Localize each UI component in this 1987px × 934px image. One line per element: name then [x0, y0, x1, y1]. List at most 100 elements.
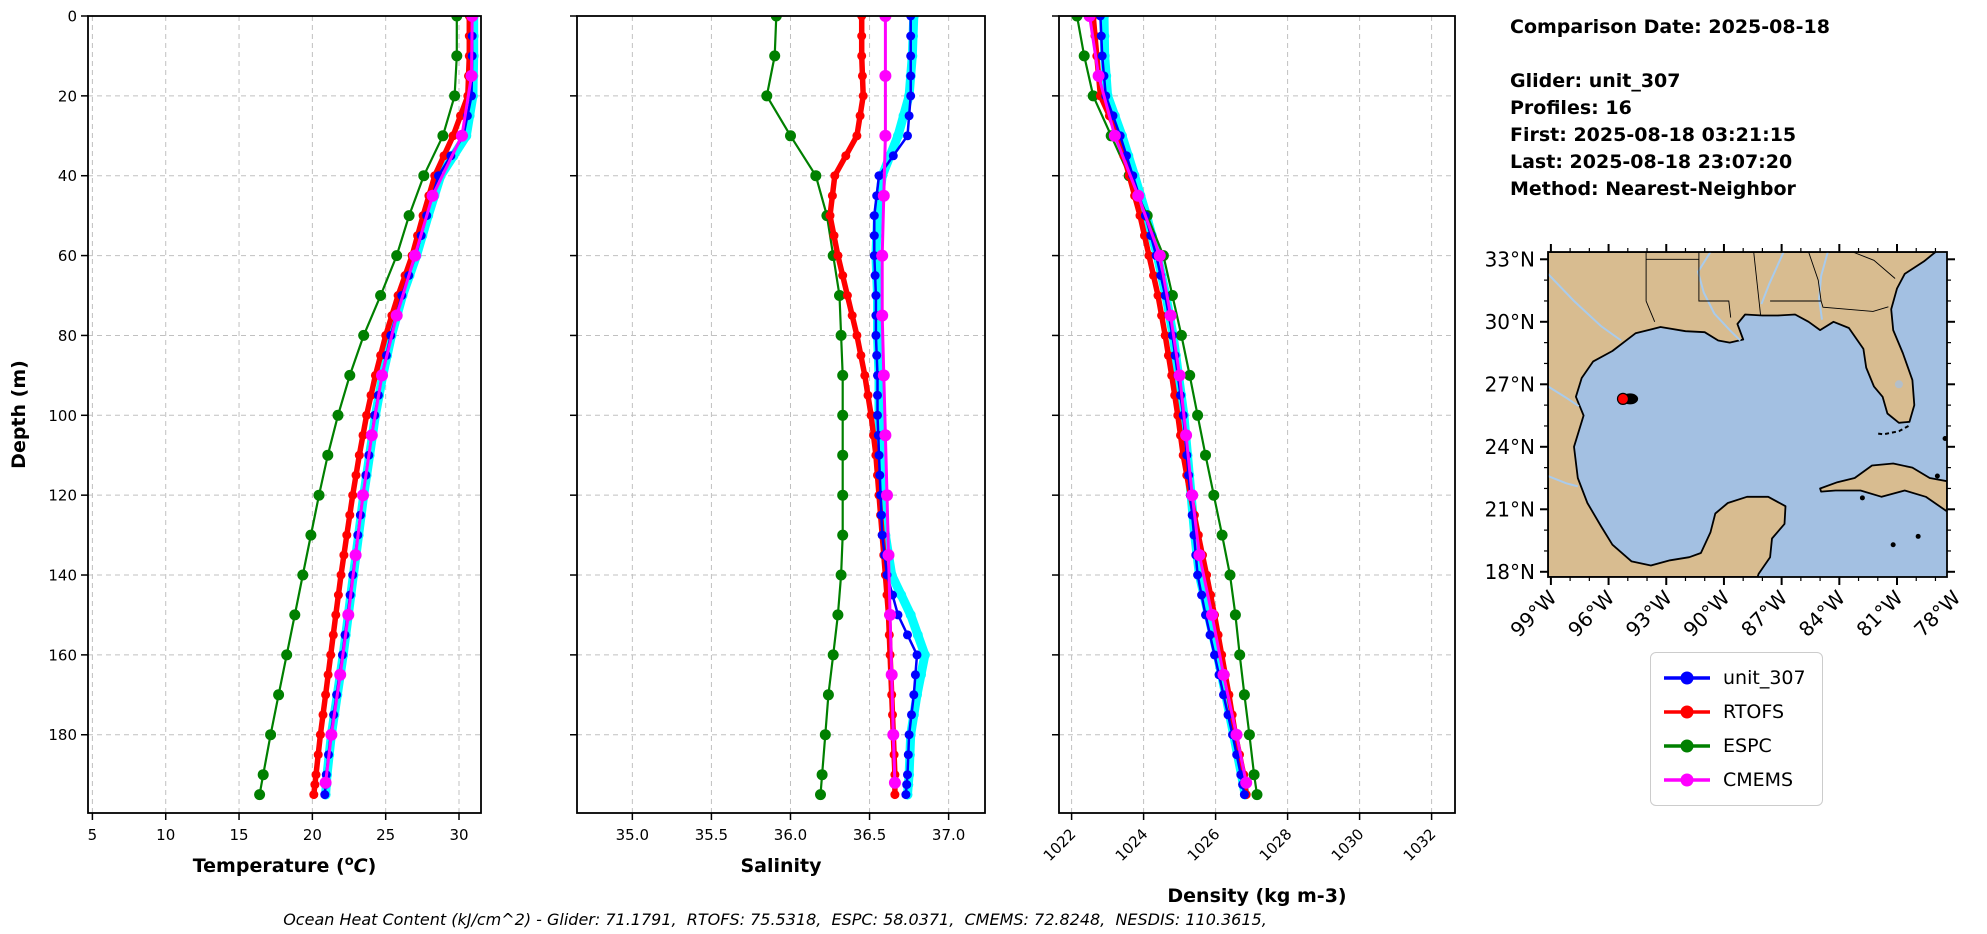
marker-CMEMS [877, 189, 890, 202]
marker-RTOFS [311, 770, 321, 780]
marker-ESPC [837, 449, 849, 461]
marker-RTOFS [1144, 251, 1154, 261]
marker-RTOFS [829, 231, 839, 241]
ytick-label: 100 [48, 407, 77, 425]
marker-unit_307 [907, 710, 916, 720]
marker-ESPC [832, 609, 844, 621]
marker-unit_307 [904, 111, 914, 121]
marker-ESPC [837, 409, 849, 421]
marker-ESPC [322, 449, 334, 461]
marker-ESPC [1071, 16, 1083, 22]
series-temperature [254, 16, 479, 801]
marker-ESPC [1251, 789, 1263, 801]
marker-RTOFS [321, 690, 331, 700]
marker-CMEMS [887, 728, 900, 741]
marker-CMEMS [876, 309, 889, 322]
marker-RTOFS [331, 610, 341, 620]
marker-CMEMS [325, 728, 338, 741]
marker-ESPC [451, 50, 463, 62]
comparison-info-panel: Comparison Date: 2025-08-18 Glider: unit… [1510, 14, 1830, 203]
marker-RTOFS [323, 670, 333, 680]
first-profile-time-text: First: 2025-08-18 03:21:15 [1510, 124, 1797, 146]
series-line-CMEMS [324, 16, 474, 785]
marker-CMEMS [879, 129, 892, 142]
marker-unit_307 [1210, 650, 1219, 660]
marker-RTOFS [1149, 271, 1158, 280]
marker-unit_307 [1205, 630, 1215, 640]
xtick-label: 1024 [1112, 825, 1152, 865]
marker-ESPC [437, 130, 449, 142]
marker-RTOFS [366, 390, 376, 400]
map-island-speck [1934, 473, 1940, 479]
map-river [1548, 273, 1622, 342]
marker-RTOFS [827, 191, 837, 201]
marker-CMEMS [365, 429, 378, 442]
gulf-of-mexico-map: 18°N 21°N 24°N 27°N 30°N 33°N 99°W 96°W 93°W 90°W… [1485, 244, 1965, 642]
marker-unit_307 [869, 231, 879, 241]
xtick-label: 1028 [1256, 825, 1296, 865]
marker-ESPC [273, 689, 285, 701]
series-line-CMEMS [880, 16, 897, 785]
marker-ESPC [837, 489, 849, 501]
map-state-border [1808, 252, 1822, 302]
marker-CMEMS [466, 16, 479, 22]
marker-RTOFS [456, 111, 465, 121]
marker-RTOFS [315, 730, 325, 740]
marker-unit_307 [906, 31, 916, 41]
series-salinity [761, 16, 930, 801]
marker-RTOFS [345, 510, 355, 520]
marker-RTOFS [833, 251, 843, 261]
map-river [1696, 252, 1742, 342]
marker-CMEMS [884, 608, 897, 621]
yaxis-label-depth: Depth (m) [8, 360, 30, 469]
profiles-count-text: Profiles: 16 [1510, 97, 1632, 119]
map-lake-okeechobee [1894, 380, 1903, 389]
marker-CMEMS [1217, 668, 1230, 681]
marker-unit_307 [869, 211, 879, 221]
xtick-label: 25 [376, 826, 395, 844]
marker-unit_307 [1219, 690, 1228, 700]
map-lat-label: 18°N [1485, 560, 1535, 584]
legend-line-sample [1664, 705, 1710, 719]
marker-CMEMS [1153, 249, 1166, 262]
xtick-label: 36.5 [853, 826, 886, 844]
marker-RTOFS [858, 91, 868, 101]
marker-ESPC [1192, 409, 1204, 421]
marker-unit_307 [876, 510, 886, 520]
legend-item-CMEMS: CMEMS [1661, 763, 1806, 797]
series-legend: unit_307 RTOFS ESPC CMEMS [1650, 652, 1823, 806]
xaxis-label-temperature: Temperature (oC) [193, 854, 377, 877]
marker-ESPC [1184, 369, 1196, 381]
marker-ESPC [827, 649, 839, 661]
marker-CMEMS [888, 776, 901, 789]
map-island-speck [1948, 390, 1953, 395]
marker-RTOFS [348, 490, 358, 500]
legend-item-RTOFS: RTOFS [1661, 695, 1806, 729]
ytick-label: 20 [58, 87, 77, 105]
last-profile-time-text: Last: 2025-08-18 23:07:20 [1510, 151, 1793, 173]
marker-unit_307 [1095, 16, 1105, 21]
marker-RTOFS [351, 470, 361, 480]
marker-ESPC [822, 689, 834, 701]
marker-CMEMS [881, 489, 893, 502]
marker-CMEMS [319, 776, 332, 789]
marker-RTOFS [333, 590, 343, 600]
marker-RTOFS [342, 530, 352, 540]
marker-CMEMS [465, 69, 478, 82]
marker-unit_307 [888, 151, 898, 161]
marker-CMEMS [879, 16, 892, 22]
marker-unit_307 [903, 630, 912, 640]
ocean-heat-content-annotation: Ocean Heat Content (kJ/cm^2) - Glider: 7… [283, 910, 1267, 929]
marker-glider_raw [905, 609, 916, 620]
marker-ESPC [257, 769, 269, 781]
xtick-label: 35.5 [695, 826, 728, 844]
xtick-label: 30 [449, 826, 468, 844]
marker-ESPC [835, 569, 847, 581]
legend-label: CMEMS [1723, 769, 1794, 791]
marker-RTOFS [857, 71, 867, 81]
ytick-label: 120 [48, 487, 77, 505]
marker-unit_307 [874, 171, 884, 181]
marker-ESPC [1216, 529, 1228, 541]
marker-CMEMS [882, 549, 895, 562]
ytick-label: 0 [67, 8, 77, 26]
